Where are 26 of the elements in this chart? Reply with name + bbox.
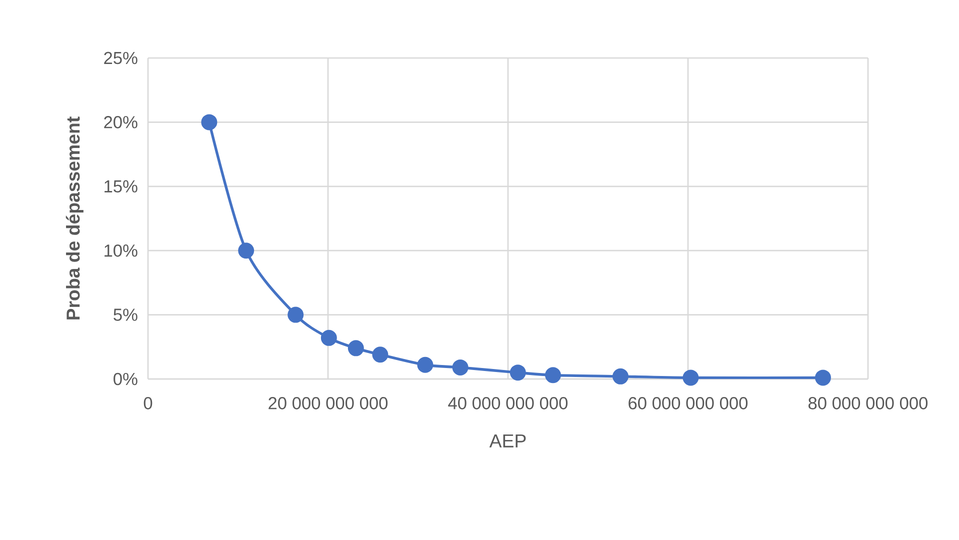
point — [452, 359, 468, 376]
y-tick-label: 15% — [104, 180, 138, 192]
y-axis-title: Proba de dépassement — [66, 116, 84, 320]
y-tick-label: 0% — [114, 372, 138, 386]
x-tick-label: 40 000 000 000 — [448, 397, 568, 410]
point — [288, 306, 304, 323]
x-tick-label: 60 000 000 000 — [628, 397, 748, 410]
point — [348, 340, 364, 356]
y-tick-label: 5% — [114, 308, 138, 321]
point — [814, 370, 831, 386]
x-tick-label: 80 000 000 000 — [808, 397, 928, 410]
point — [545, 367, 561, 384]
point — [201, 114, 218, 130]
y-tick-label: 25% — [104, 52, 138, 64]
point — [238, 242, 254, 259]
point — [417, 356, 434, 373]
point — [320, 330, 337, 346]
y-tick-label: 10% — [104, 244, 138, 257]
x-tick-label: 20 000 000 000 — [268, 397, 388, 410]
x-axis-title: AEP — [489, 434, 526, 448]
y-tick-label: 20% — [104, 116, 138, 128]
point — [682, 370, 699, 386]
point — [612, 368, 628, 384]
x-tick-label: 0 — [144, 397, 152, 410]
point — [372, 346, 388, 363]
point — [510, 364, 526, 381]
